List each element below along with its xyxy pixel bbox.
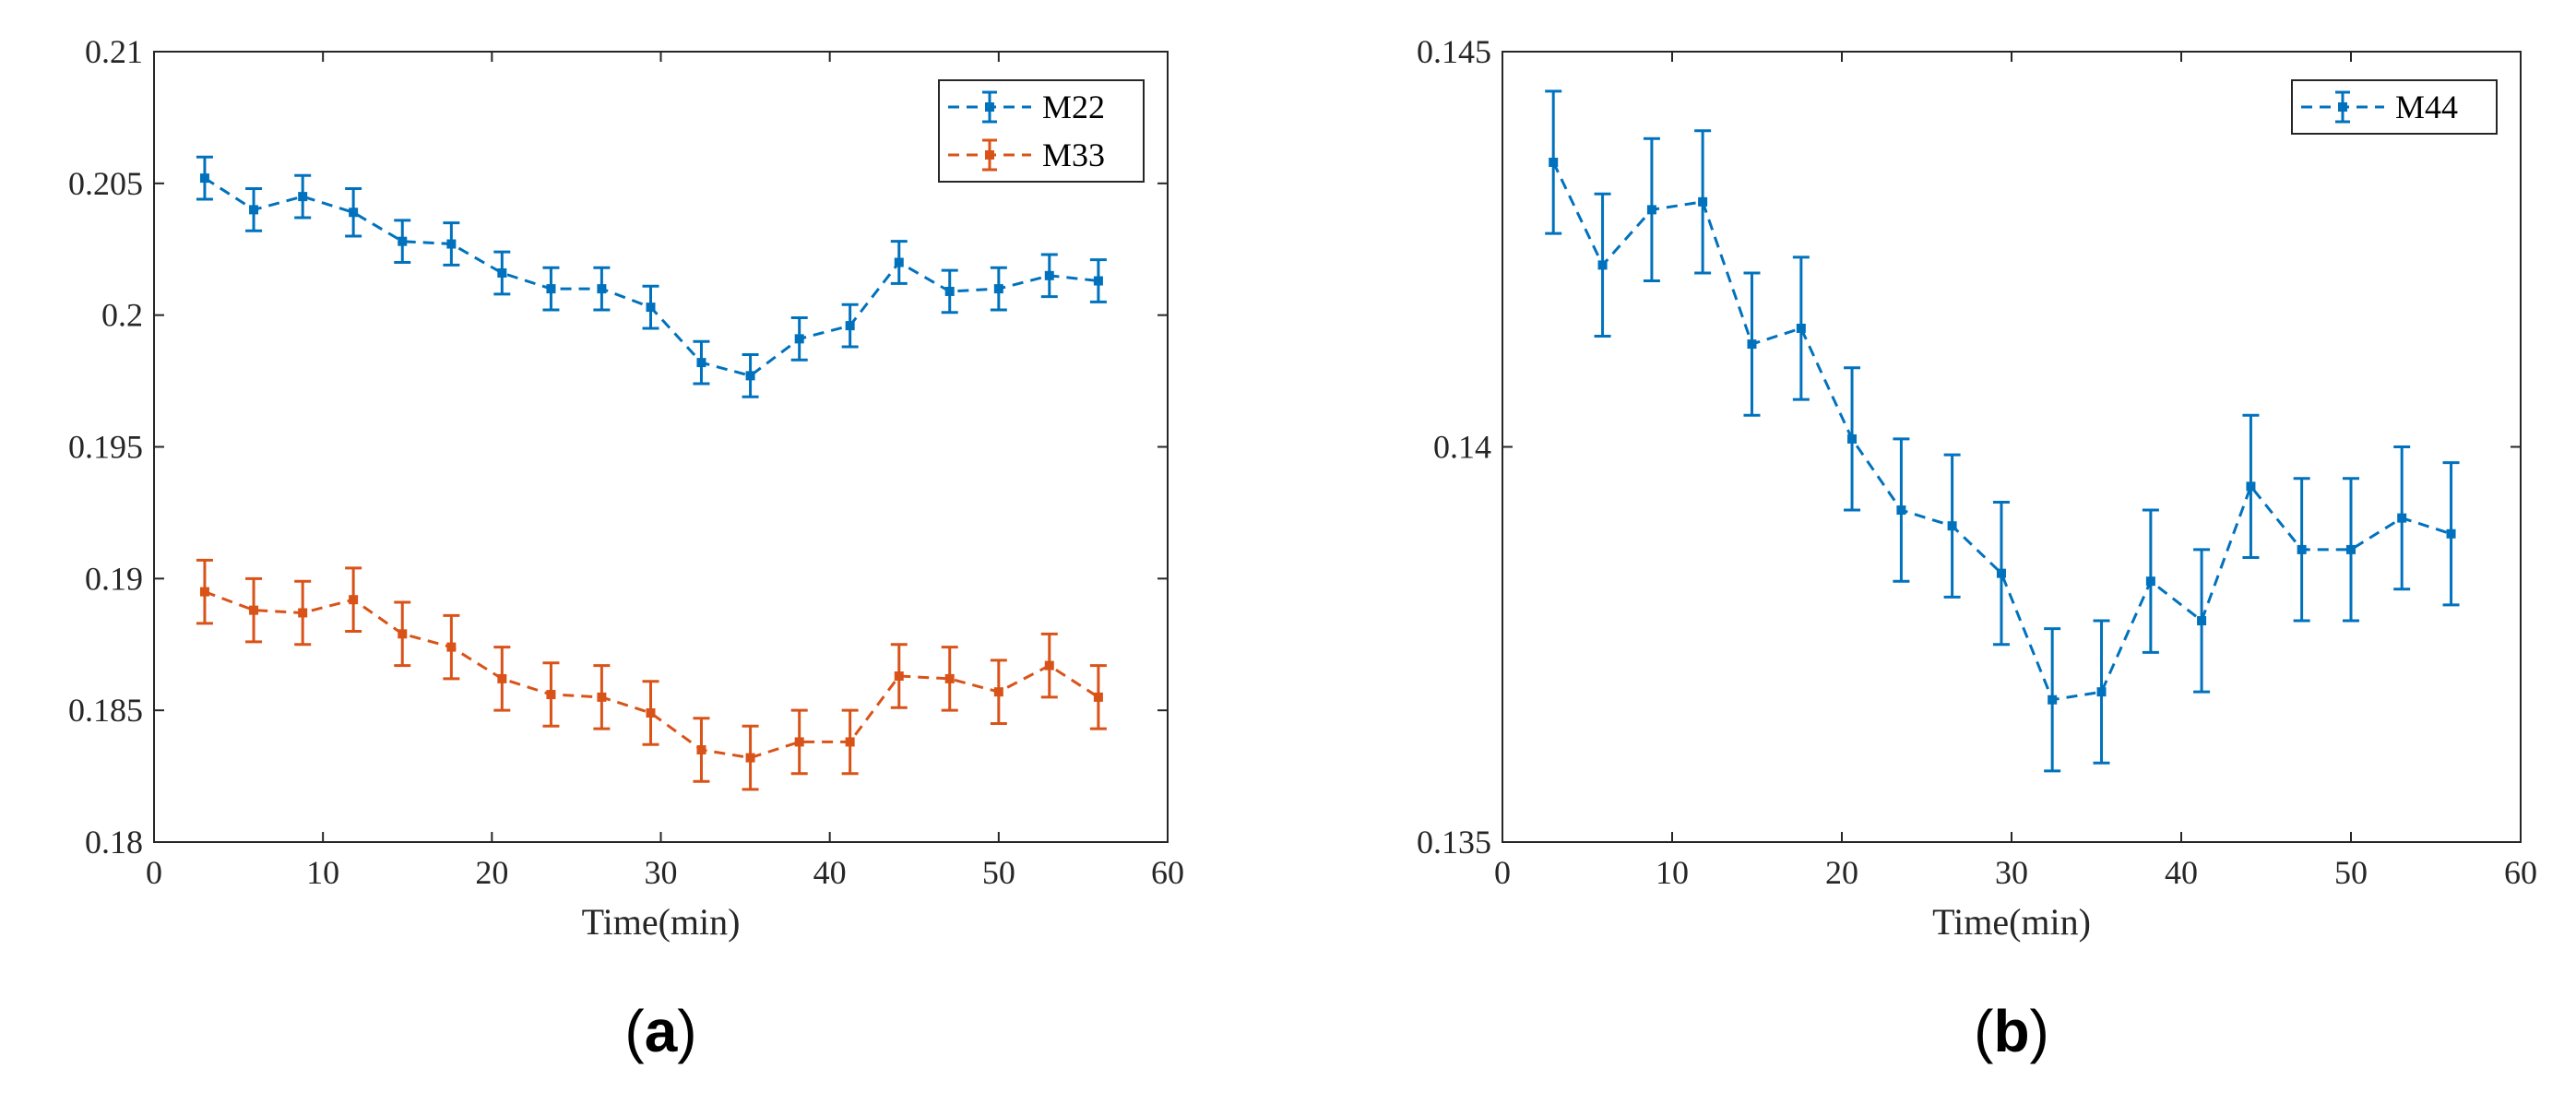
x-tick-label: 50: [2334, 854, 2368, 891]
x-tick-label: 40: [2165, 854, 2198, 891]
panel-letter: b: [1993, 998, 2029, 1064]
data-point: [446, 642, 457, 652]
data-point: [398, 236, 408, 246]
data-point: [249, 605, 259, 615]
data-point: [845, 737, 855, 747]
data-point: [249, 205, 259, 215]
y-tick-label: 0.195: [68, 429, 143, 466]
data-point: [696, 745, 706, 755]
data-point: [993, 284, 1003, 294]
x-tick-label: 20: [1825, 854, 1858, 891]
legend-swatch-marker: [985, 150, 994, 160]
x-tick-label: 30: [1995, 854, 2028, 891]
data-point: [993, 687, 1003, 697]
data-point: [1996, 568, 2006, 578]
legend-entry-label: M44: [2395, 89, 2458, 125]
data-point: [2197, 616, 2207, 626]
legend-swatch-marker: [985, 102, 994, 112]
data-point: [1747, 339, 1757, 350]
data-point: [349, 208, 359, 218]
data-point: [497, 673, 507, 683]
data-point: [1847, 433, 1858, 444]
chart-panel-b: 0 10 20 30 40 50 60 0.135 0.14 0.145 Time(min) M44 (…: [1417, 33, 2537, 1064]
data-point: [1044, 270, 1054, 280]
data-point: [2048, 694, 2058, 705]
data-point: [199, 173, 209, 184]
panel-label: (b): [1974, 998, 2049, 1064]
y-tick-label: 0.18: [85, 824, 143, 861]
data-point: [2096, 687, 2107, 697]
x-axis-title: Time(min): [1932, 901, 2091, 943]
data-point: [1796, 323, 1806, 333]
data-point: [1044, 660, 1054, 671]
x-tick-label: 10: [306, 854, 339, 891]
data-point: [2246, 481, 2256, 492]
y-tick-label: 0.135: [1417, 824, 1491, 861]
x-tick-label: 50: [982, 854, 1015, 891]
panel-label: (a): [624, 998, 696, 1064]
data-point: [1549, 157, 1559, 167]
y-tick-label: 0.19: [85, 560, 143, 597]
data-point: [1093, 692, 1103, 702]
data-point: [2397, 513, 2407, 523]
data-point: [646, 708, 656, 718]
data-point: [298, 608, 308, 618]
data-point: [2145, 576, 2155, 587]
data-point: [497, 267, 507, 278]
x-tick-label: 40: [813, 854, 847, 891]
data-point: [597, 284, 607, 294]
data-point: [446, 239, 457, 249]
data-point: [298, 192, 308, 202]
data-point: [199, 587, 209, 597]
data-point: [1597, 260, 1608, 270]
data-point: [2446, 528, 2456, 539]
x-tick-label: 60: [1151, 854, 1184, 891]
x-tick-label: 0: [1494, 854, 1511, 891]
x-axis-title: Time(min): [582, 901, 741, 943]
legend-swatch-marker: [2338, 102, 2347, 112]
y-tick-label: 0.14: [1433, 429, 1491, 466]
data-point: [1947, 521, 1957, 531]
data-point: [1646, 205, 1656, 215]
data-point: [1698, 196, 1708, 207]
y-tick-label: 0.205: [68, 165, 143, 202]
data-point: [845, 321, 855, 331]
data-point: [944, 286, 955, 296]
data-point: [794, 737, 804, 747]
data-point: [745, 753, 755, 763]
data-point: [745, 371, 755, 381]
x-tick-label: 10: [1656, 854, 1689, 891]
x-tick-label: 0: [146, 854, 162, 891]
data-point: [398, 629, 408, 639]
x-tick-label: 20: [475, 854, 508, 891]
data-point: [1896, 505, 1906, 516]
data-point: [894, 257, 904, 267]
legend-entry-label: M22: [1042, 89, 1105, 125]
data-point: [546, 690, 556, 700]
y-tick-label: 0.145: [1417, 33, 1491, 70]
data-point: [2297, 544, 2307, 554]
legend-entry-label: M33: [1042, 137, 1105, 173]
y-tick-label: 0.21: [85, 33, 143, 70]
data-point: [696, 358, 706, 368]
data-point: [794, 334, 804, 344]
y-tick-label: 0.185: [68, 692, 143, 729]
data-point: [1093, 276, 1103, 286]
data-point: [894, 671, 904, 682]
data-point: [646, 303, 656, 313]
legend-box: [938, 79, 1145, 183]
data-point: [944, 673, 955, 683]
x-tick-label: 60: [2504, 854, 2537, 891]
chart-panel-a: 0 10 20 30 40 50 60 0.18 0.185 0.19 0.195 0.2 0.205 0…: [68, 33, 1184, 1064]
panel-letter: a: [645, 998, 678, 1064]
data-point: [597, 692, 607, 702]
data-point: [2346, 544, 2356, 554]
x-tick-label: 30: [645, 854, 678, 891]
data-point: [546, 284, 556, 294]
plot-area-box: [1502, 51, 2522, 843]
y-tick-label: 0.2: [101, 297, 143, 334]
data-point: [349, 595, 359, 605]
